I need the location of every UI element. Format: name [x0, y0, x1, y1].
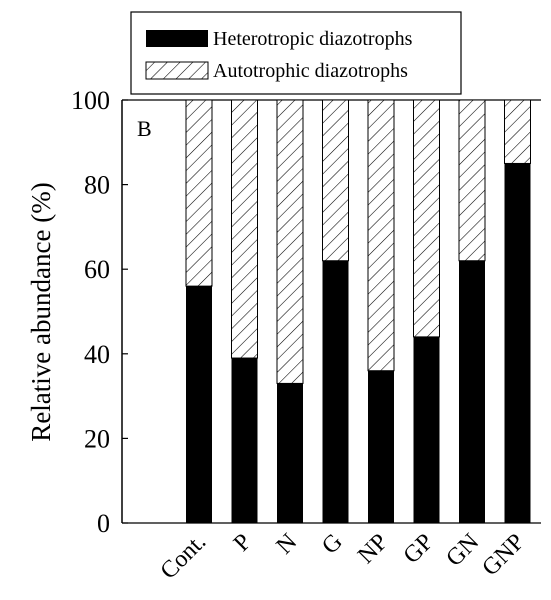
y-tick-label: 40	[84, 340, 110, 369]
bar-autotrophic-gn	[458, 99, 486, 262]
bar-autotrophic-n	[276, 99, 304, 384]
bar-heterotropic-n	[277, 383, 303, 523]
legend-label-heterotropic: Heterotropic diazotrophs	[213, 28, 413, 50]
legend-swatch-heterotropic	[146, 30, 208, 47]
panel-label: B	[137, 116, 152, 141]
x-tick-label: G	[317, 529, 348, 560]
legend-label-autotrophic: Autotrophic diazotrophs	[213, 60, 408, 82]
bar-heterotropic-p	[231, 358, 258, 523]
bar-heterotropic-g	[322, 260, 349, 523]
bar-autotrophic-cont	[185, 99, 213, 287]
x-tick-label: N	[272, 529, 303, 560]
bar-autotrophic-gnp	[504, 99, 531, 164]
x-tick-label: NP	[353, 529, 393, 569]
y-tick-label: 80	[84, 171, 110, 200]
y-axis-ticks: 0 20 40 60 80 100	[71, 86, 128, 538]
legend-box	[130, 11, 462, 95]
x-tick-label: GP	[399, 529, 439, 569]
bars	[185, 99, 531, 523]
bar-heterotropic-gn	[459, 260, 485, 523]
x-tick-label: P	[229, 529, 257, 557]
bar-autotrophic-np	[367, 99, 395, 372]
bar-autotrophic-p	[231, 99, 258, 359]
x-tick-label: GN	[441, 529, 484, 572]
x-tick-label: Cont.	[156, 529, 212, 585]
y-axis-label: Relative abundance (%)	[26, 182, 56, 441]
bar-heterotropic-gnp	[504, 163, 531, 523]
bar-autotrophic-g	[322, 99, 349, 262]
bar-heterotropic-gp	[413, 336, 440, 523]
y-tick-label: 100	[71, 86, 110, 115]
y-tick-label: 20	[84, 424, 110, 453]
bar-autotrophic-gp	[413, 99, 440, 338]
legend: Heterotropic diazotrophs Autotrophic dia…	[130, 11, 462, 95]
bar-heterotropic-np	[368, 370, 394, 523]
y-tick-label: 60	[84, 255, 110, 284]
legend-swatch-autotrophic	[145, 61, 209, 80]
x-tick-label: GNP	[477, 529, 529, 581]
y-tick-label: 0	[97, 509, 110, 538]
bar-heterotropic-cont	[186, 286, 212, 523]
